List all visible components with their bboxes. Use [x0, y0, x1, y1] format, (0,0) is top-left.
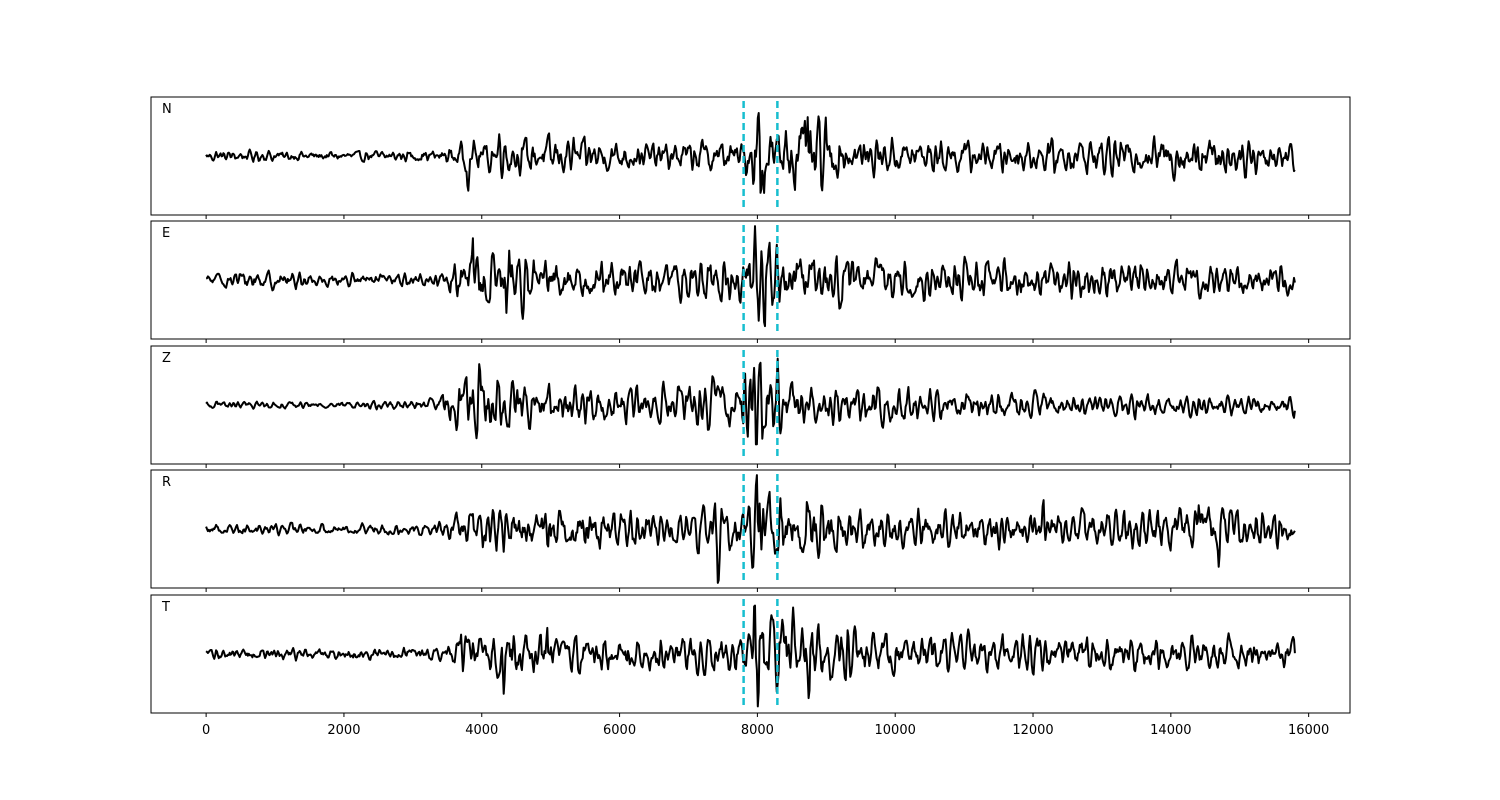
waveform-trace-e [205, 225, 1296, 328]
x-tick-label: 16000 [1288, 723, 1329, 738]
panel-z: Z [150, 345, 1351, 468]
x-tick-label: 12000 [1012, 723, 1053, 738]
panel-frame [150, 594, 1351, 714]
panel-r: R [150, 469, 1351, 592]
waveform-trace-n [205, 112, 1296, 194]
waveform-trace-t [205, 604, 1296, 708]
x-tick-label: 8000 [741, 723, 774, 738]
panel-n: N [150, 96, 1351, 219]
panel-frame [150, 345, 1351, 465]
x-tick-label: 10000 [875, 723, 916, 738]
panel-frame [150, 220, 1351, 340]
panel-e: E [150, 220, 1351, 343]
panel-frame [150, 469, 1351, 589]
x-tick-label: 2000 [327, 723, 360, 738]
waveform-trace-r [205, 474, 1296, 584]
x-tick-label: 4000 [465, 723, 498, 738]
x-tick-label: 6000 [603, 723, 636, 738]
panel-label: Z [162, 351, 171, 366]
waveform-trace-z [205, 357, 1296, 446]
panel-label: R [162, 475, 171, 490]
panel-label: T [161, 600, 170, 615]
panel-label: E [162, 226, 170, 241]
panel-t: T [150, 594, 1351, 717]
x-tick-label: 14000 [1150, 723, 1191, 738]
x-tick-label: 0 [202, 723, 210, 738]
panel-frame [150, 96, 1351, 216]
panel-label: N [162, 102, 172, 117]
